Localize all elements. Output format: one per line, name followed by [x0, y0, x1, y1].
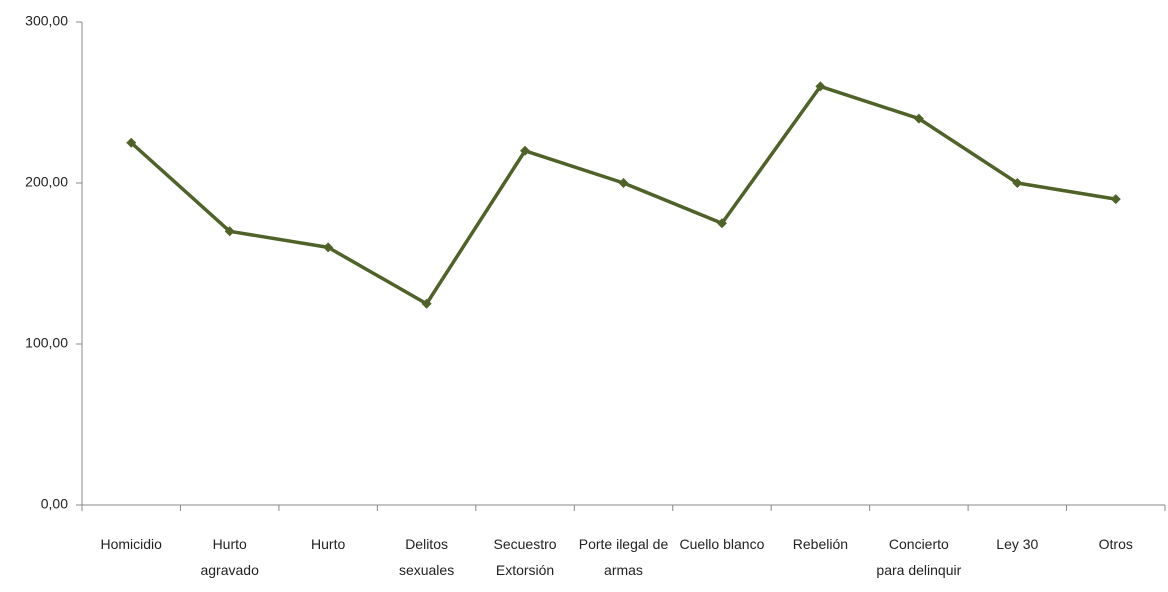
x-tick-label: Otros: [1098, 536, 1133, 552]
marker: [716, 218, 727, 229]
marker: [421, 298, 432, 309]
marker: [224, 226, 235, 237]
x-tick-label: Porte ilegal de armas: [578, 536, 669, 578]
marker: [520, 145, 531, 156]
x-tick-label: Homicidio: [100, 536, 162, 552]
x-tick-label: Ley 30: [996, 536, 1039, 552]
marker: [913, 113, 924, 124]
marker: [618, 178, 629, 188]
x-tick-label: Hurto: [311, 536, 346, 552]
x-tick-label: Delitos sexuales: [398, 536, 455, 578]
marker: [323, 242, 334, 253]
marker: [1110, 194, 1121, 205]
marker: [815, 81, 826, 92]
y-tick-label: 100,00: [25, 335, 68, 351]
x-tick-label: Hurto agravado: [200, 536, 259, 578]
y-tick-label: 0,00: [41, 496, 68, 512]
y-tick-label: 300,00: [25, 13, 68, 29]
marker: [126, 137, 137, 148]
x-tick-label: Concierto para delinquir: [876, 536, 962, 578]
y-tick-label: 200,00: [25, 174, 68, 190]
x-tick-label: Rebelión: [792, 536, 849, 552]
marker: [1012, 178, 1023, 188]
line: [130, 84, 1117, 306]
x-tick-label: Cuello blanco: [679, 536, 765, 552]
x-tick-label: Secuestro Extorsión: [493, 536, 557, 578]
